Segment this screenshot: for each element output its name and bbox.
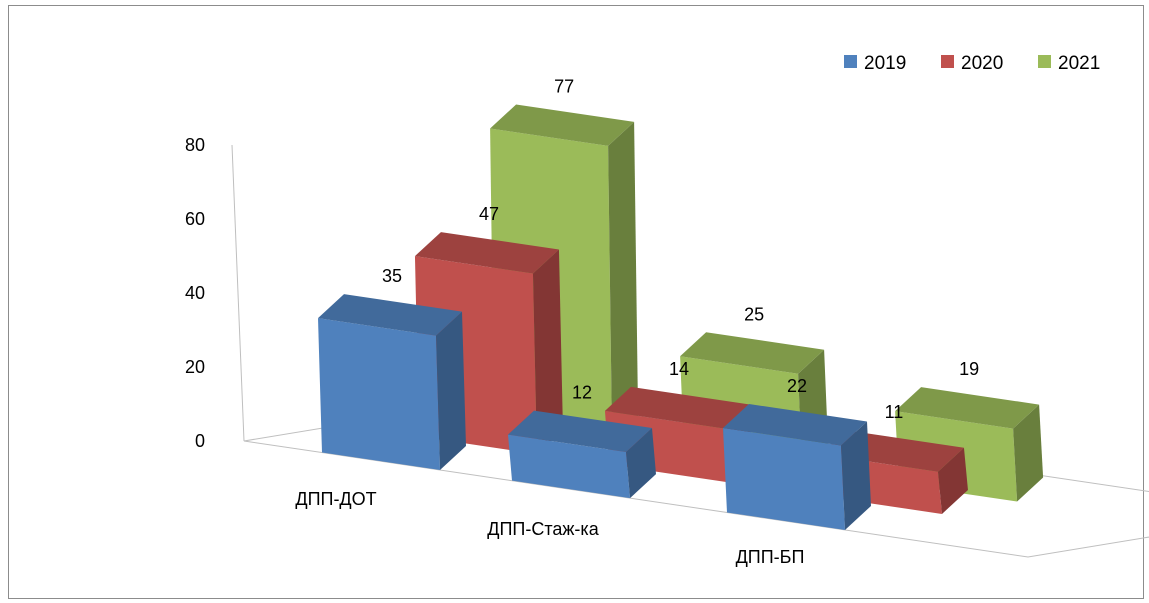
data-label: 25 [744,304,764,324]
y-tick-label: 60 [185,209,205,229]
value-axis-line [231,144,245,442]
bar-side-face [841,421,871,530]
bar-side-face [608,121,639,442]
legend-label: 2020 [961,53,1003,74]
bar-2019-2 [723,404,871,530]
bar-side-face [1013,404,1044,502]
data-label: 35 [382,266,402,286]
data-label: 22 [787,376,807,396]
bar-top-face [414,232,559,274]
bar-top-face [723,404,867,446]
category-label: ДПП-ДОТ [295,489,376,509]
legend-label: 2019 [864,53,906,74]
bar-front-face [508,434,630,499]
chart-legend: 2019 2020 2021 [844,53,1100,74]
category-axis: ДПП-ДОТ ДПП-Стаж-ка ДПП-БП [295,489,804,567]
legend-swatch [844,55,857,68]
bar-side-face [626,428,656,499]
category-label: ДПП-Стаж-ка [487,519,599,539]
y-tick-label: 80 [185,135,205,155]
data-label: 77 [554,76,574,96]
data-labels: 77 25 19 47 14 11 35 12 22 [382,76,979,422]
bar-2019-0 [318,294,466,471]
legend-swatch [1038,55,1051,68]
bar-front-face [723,428,845,530]
bar-side-face [436,311,466,471]
y-tick-label: 40 [185,283,205,303]
data-label: 14 [669,359,689,379]
bar-top-face [490,104,635,146]
category-label: ДПП-БП [736,547,805,567]
bar-top-face [680,332,825,374]
legend-item: 2020 [941,53,1003,74]
y-tick-label: 0 [195,431,205,451]
bar-top-face [604,386,749,429]
data-label: 11 [885,402,904,422]
y-tick-label: 20 [185,357,205,377]
bar-2019-1 [508,410,656,499]
bar-side-face [532,249,563,455]
data-label: 12 [572,383,592,403]
legend-swatch [941,55,954,68]
bar-top-face [508,410,652,453]
bar-top-face [318,294,462,336]
value-axis: 0 20 40 60 80 [185,135,245,451]
bar-front-face [318,318,440,471]
bar-top-face [895,387,1040,429]
legend-label: 2021 [1058,53,1100,74]
bar-side-face [937,447,968,514]
legend-item: 2019 [844,53,906,74]
legend-item: 2021 [1038,53,1100,74]
data-label: 47 [479,204,499,224]
chart-bars [318,104,1044,530]
data-label: 19 [959,359,979,379]
